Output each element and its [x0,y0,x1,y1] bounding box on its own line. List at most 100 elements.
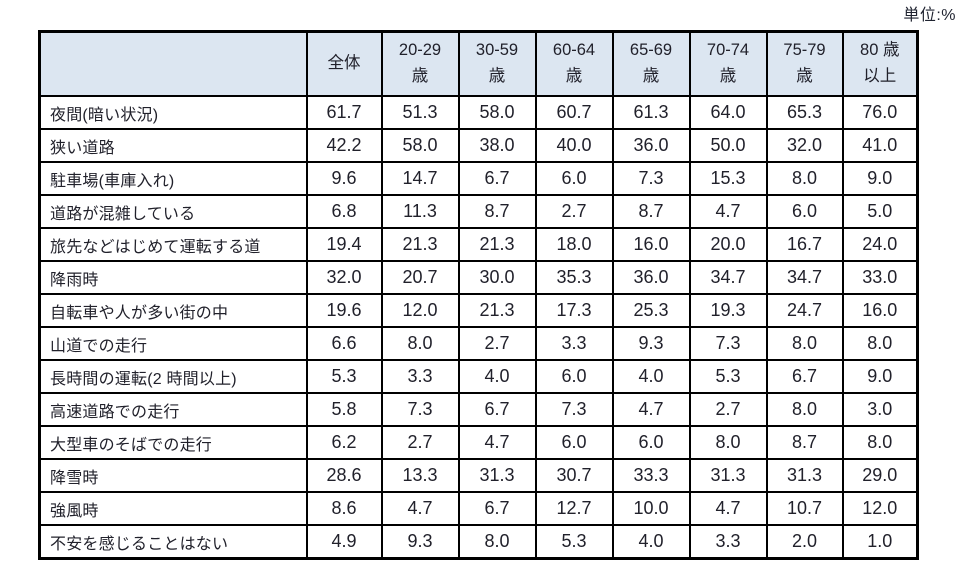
row-label-cell: 旅先などはじめて運転する道 [38,227,308,262]
value-cell: 17.3 [534,293,614,328]
value-cell: 34.7 [765,260,844,295]
value-cell: 2.0 [765,524,844,560]
table-row: 長時間の運転(2 時間以上) 5.3 3.3 4.0 6.0 4.0 5.3 6.7 9.0 [38,359,919,394]
value-cell: 4.0 [611,359,691,394]
value-cell: 12.7 [534,491,614,526]
value-cell: 10.0 [611,491,691,526]
value-cell: 8.0 [380,326,460,361]
value-cell: 30.0 [457,260,537,295]
row-label-cell: 不安を感じることはない [38,524,308,560]
row-label-cell: 長時間の運転(2 時間以上) [38,359,308,394]
value-cell: 38.0 [457,128,537,163]
value-cell: 8.0 [841,425,919,460]
value-cell: 4.0 [457,359,537,394]
value-cell: 6.2 [305,425,383,460]
value-cell: 60.7 [534,95,614,130]
value-cell: 6.8 [305,194,383,229]
value-cell: 3.3 [380,359,460,394]
value-cell: 21.3 [457,293,537,328]
value-cell: 61.7 [305,95,383,130]
value-cell: 32.0 [765,128,844,163]
value-cell: 25.3 [611,293,691,328]
value-cell: 6.6 [305,326,383,361]
value-cell: 21.3 [380,227,460,262]
row-label-cell: 夜間(暗い状況) [38,95,308,130]
value-cell: 9.0 [841,161,919,196]
row-label-cell: 降雨時 [38,260,308,295]
value-cell: 8.6 [305,491,383,526]
column-header: 30-59 歳 [457,30,537,97]
table-row: 降雪時 28.6 13.3 31.3 30.7 33.3 31.3 31.3 29.0 [38,458,919,493]
value-cell: 8.0 [765,161,844,196]
value-cell: 8.7 [765,425,844,460]
value-cell: 50.0 [688,128,768,163]
value-cell: 20.7 [380,260,460,295]
value-cell: 13.3 [380,458,460,493]
value-cell: 51.3 [380,95,460,130]
table-row: 強風時 8.6 4.7 6.7 12.7 10.0 4.7 10.7 12.0 [38,491,919,526]
row-label-cell: 山道での走行 [38,326,308,361]
value-cell: 32.0 [305,260,383,295]
value-cell: 8.7 [611,194,691,229]
value-cell: 8.0 [688,425,768,460]
value-cell: 18.0 [534,227,614,262]
value-cell: 4.0 [611,524,691,560]
value-cell: 41.0 [841,128,919,163]
value-cell: 4.7 [380,491,460,526]
value-cell: 9.3 [380,524,460,560]
value-cell: 6.7 [457,161,537,196]
row-label-cell: 高速道路での走行 [38,392,308,427]
value-cell: 4.7 [688,491,768,526]
value-cell: 14.7 [380,161,460,196]
table-row: 不安を感じることはない 4.9 9.3 8.0 5.3 4.0 3.3 2.0 1.0 [38,524,919,560]
column-header: 60-64 歳 [534,30,614,97]
table-row: 道路が混雑している 6.8 11.3 8.7 2.7 8.7 4.7 6.0 5.0 [38,194,919,229]
value-cell: 4.9 [305,524,383,560]
value-cell: 24.0 [841,227,919,262]
value-cell: 6.0 [534,359,614,394]
value-cell: 12.0 [380,293,460,328]
value-cell: 4.7 [688,194,768,229]
table-row: 高速道路での走行 5.8 7.3 6.7 7.3 4.7 2.7 8.0 3.0 [38,392,919,427]
table-row: 駐車場(車庫入れ) 9.6 14.7 6.7 6.0 7.3 15.3 8.0 9.0 [38,161,919,196]
table-row: 狭い道路 42.2 58.0 38.0 40.0 36.0 50.0 32.0 41.0 [38,128,919,163]
value-cell: 3.3 [688,524,768,560]
value-cell: 7.3 [380,392,460,427]
value-cell: 16.0 [611,227,691,262]
value-cell: 19.4 [305,227,383,262]
value-cell: 40.0 [534,128,614,163]
value-cell: 8.0 [457,524,537,560]
value-cell: 15.3 [688,161,768,196]
value-cell: 31.3 [688,458,768,493]
value-cell: 65.3 [765,95,844,130]
column-header: 65-69 歳 [611,30,691,97]
value-cell: 11.3 [380,194,460,229]
value-cell: 5.0 [841,194,919,229]
value-cell: 5.3 [534,524,614,560]
value-cell: 31.3 [765,458,844,493]
value-cell: 4.7 [457,425,537,460]
row-label-cell: 強風時 [38,491,308,526]
table-row: 夜間(暗い状況) 61.7 51.3 58.0 60.7 61.3 64.0 65.3 76.0 [38,95,919,130]
row-label-cell: 道路が混雑している [38,194,308,229]
value-cell: 58.0 [457,95,537,130]
survey-table: 全体 20-29 歳 30-59 歳 60-64 歳 65-69 歳 70-74 歳 75-… [38,30,919,560]
value-cell: 12.0 [841,491,919,526]
table-row: 旅先などはじめて運転する道 19.4 21.3 21.3 18.0 16.0 20.0 16.… [38,227,919,262]
value-cell: 21.3 [457,227,537,262]
value-cell: 9.6 [305,161,383,196]
value-cell: 61.3 [611,95,691,130]
table-row: 山道での走行 6.6 8.0 2.7 3.3 9.3 7.3 8.0 8.0 [38,326,919,361]
table-row: 降雨時 32.0 20.7 30.0 35.3 36.0 34.7 34.7 33.0 [38,260,919,295]
unit-label: 単位:% [903,7,956,24]
value-cell: 6.0 [534,161,614,196]
value-cell: 36.0 [611,260,691,295]
value-cell: 7.3 [534,392,614,427]
value-cell: 36.0 [611,128,691,163]
value-cell: 3.0 [841,392,919,427]
value-cell: 16.0 [841,293,919,328]
row-label-cell: 大型車のそばでの走行 [38,425,308,460]
value-cell: 8.0 [765,392,844,427]
value-cell: 7.3 [611,161,691,196]
value-cell: 6.0 [611,425,691,460]
